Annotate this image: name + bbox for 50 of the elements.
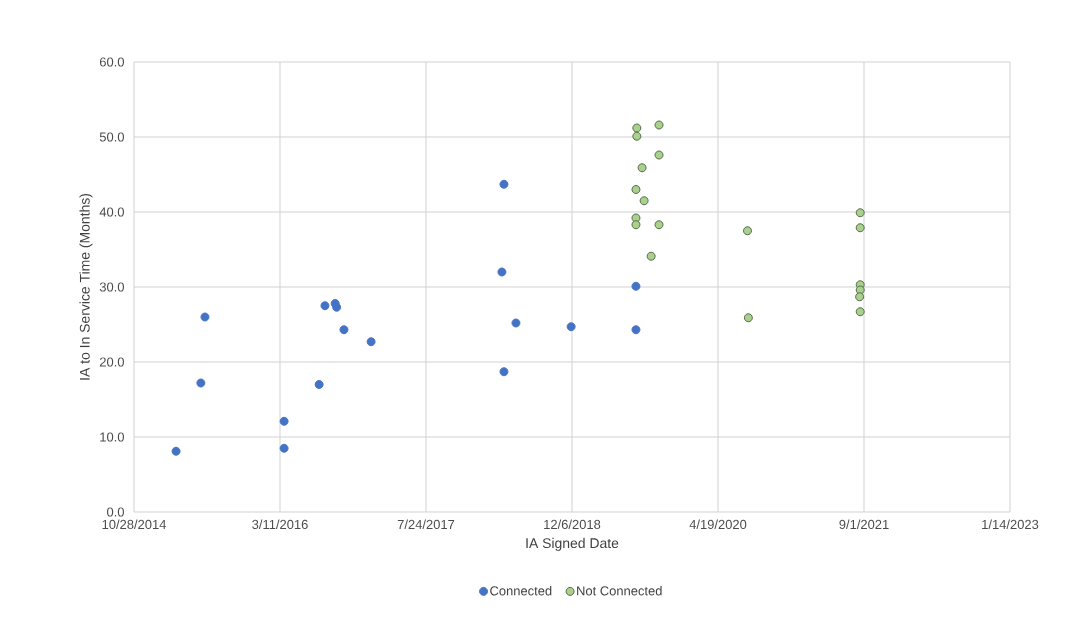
point [366, 337, 376, 347]
x-axis-title: IA Signed Date [526, 537, 619, 551]
x-tick-label: 9/1/2021 [839, 519, 889, 530]
point [339, 325, 349, 335]
point [743, 226, 752, 236]
point [196, 378, 206, 388]
legend-label: Not Connected [577, 585, 662, 596]
point [320, 301, 330, 311]
point [654, 120, 664, 130]
point [637, 163, 647, 173]
x-tick-label: 10/28/2014 [102, 519, 167, 530]
point [631, 281, 641, 291]
point [200, 312, 210, 322]
point [632, 131, 642, 141]
point [631, 220, 641, 230]
point [631, 325, 641, 335]
point [566, 322, 576, 332]
x-tick-label: 7/24/2017 [397, 519, 455, 530]
y-axis-title: IA to In Service Time (Months) [79, 193, 93, 380]
point [171, 446, 181, 456]
point [855, 307, 865, 317]
x-tick-label: 3/11/2016 [252, 519, 308, 530]
x-tick-label: 4/19/2020 [689, 519, 747, 530]
point [639, 196, 649, 206]
y-tick-label: 0.0 [107, 507, 124, 517]
point [855, 292, 865, 302]
point [654, 220, 664, 230]
point [499, 367, 509, 377]
y-tick-label: 60.0 [99, 57, 124, 67]
point [855, 208, 865, 218]
point [497, 267, 507, 277]
point [855, 223, 865, 233]
point [646, 251, 656, 261]
point [511, 318, 521, 328]
point [314, 380, 324, 389]
y-tick-label: 20.0 [99, 357, 124, 367]
point [632, 123, 642, 133]
y-tick-label: 50.0 [99, 132, 124, 142]
x-tick-label: 12/6/2018 [544, 519, 601, 530]
y-tick-label: 10.0 [100, 432, 124, 442]
point [631, 185, 641, 194]
point [654, 150, 664, 160]
point [279, 416, 289, 426]
x-tick-label: 1/14/2023 [982, 519, 1039, 530]
legend-label: Connected [490, 585, 552, 596]
point [743, 313, 753, 323]
y-tick-label: 40.0 [99, 207, 124, 217]
point [279, 443, 289, 453]
point [499, 179, 509, 189]
y-tick-label: 30.0 [99, 282, 124, 292]
